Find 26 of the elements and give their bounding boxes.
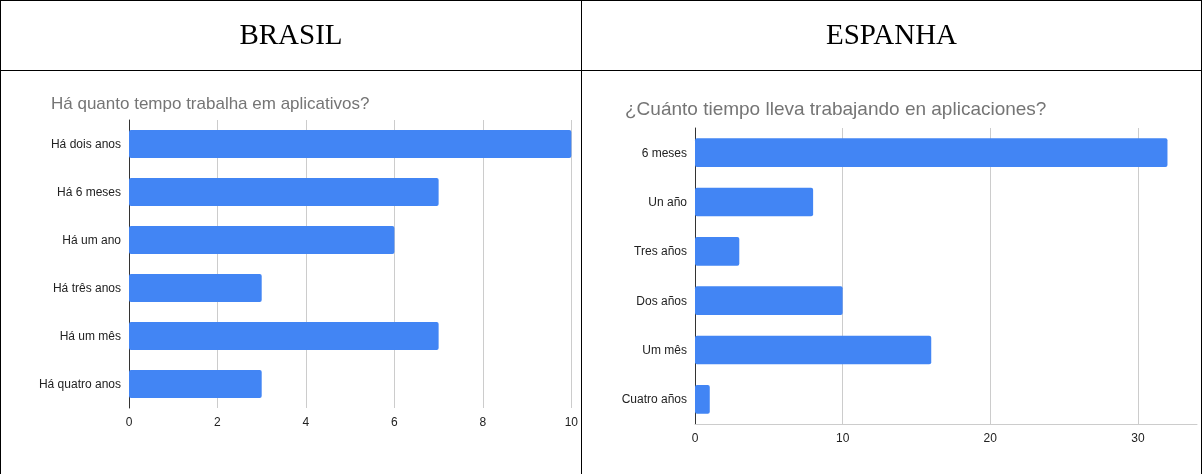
y-tick-label: Há três anos	[52, 281, 121, 295]
y-tick-label: Cuatro años	[621, 392, 687, 407]
y-tick-label: Um mês	[642, 343, 687, 357]
y-tick-label: Há quatro anos	[38, 377, 121, 391]
y-tick-label: 6 meses	[641, 145, 687, 160]
chart-title: ESPANHA	[825, 17, 958, 50]
chart-subtitle: ¿Cuánto tiempo lleva trabajando en aplicaciones?	[625, 98, 1047, 119]
x-tick-label: 10	[835, 431, 850, 445]
x-tick-label: 0	[125, 415, 133, 429]
x-tick-label: 30	[1131, 431, 1145, 445]
y-tick-label: Há dois anos	[50, 137, 121, 151]
y-tick-label: Un año	[648, 195, 688, 209]
x-tick-label: 6	[391, 415, 399, 429]
y-tick-label: Dos años	[636, 293, 687, 308]
chart-title: BRASIL	[239, 17, 343, 50]
y-tick-label: Há um ano	[62, 233, 122, 247]
y-tick-label: Há 6 meses	[56, 185, 121, 199]
x-tick-label: 8	[479, 415, 487, 429]
x-tick-label: 20	[983, 431, 998, 445]
y-tick-label: Há um mês	[59, 329, 121, 343]
x-tick-label: 10	[564, 415, 579, 429]
chart-subtitle: Há quanto tempo trabalha em aplicativos?	[51, 94, 370, 113]
x-tick-label: 0	[691, 431, 699, 445]
x-tick-label: 4	[302, 415, 310, 429]
x-tick-label: 2	[214, 415, 222, 429]
y-tick-label: Tres años	[634, 244, 687, 259]
